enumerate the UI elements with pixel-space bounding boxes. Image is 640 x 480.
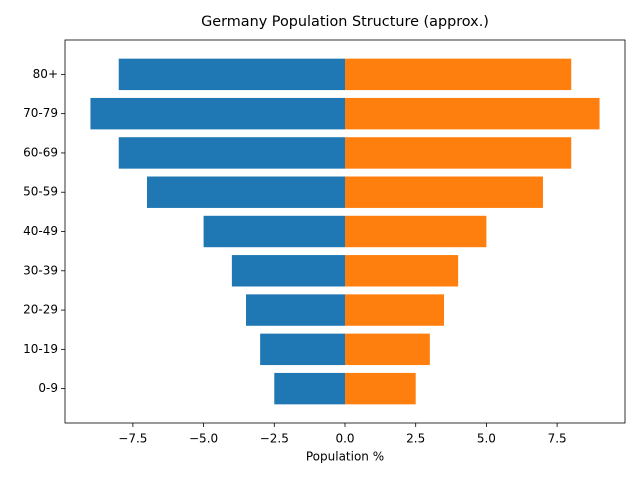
bar [260, 333, 345, 366]
bar [246, 294, 345, 326]
bar [345, 58, 572, 91]
y-tick-label: 40-49 [23, 224, 58, 238]
bar [203, 215, 345, 248]
chart-title: Germany Population Structure (approx.) [201, 14, 489, 30]
x-tick-label: 2.5 [406, 432, 425, 446]
y-tick-label: 50-59 [23, 185, 58, 199]
bar [345, 215, 487, 248]
bar [90, 97, 345, 130]
y-tick-label: 20-29 [23, 303, 58, 317]
x-tick-label: −7.5 [118, 432, 147, 446]
y-tick-label: 0-9 [38, 381, 58, 395]
y-tick-label: 80+ [33, 67, 58, 81]
x-tick-label: −2.5 [260, 432, 289, 446]
bar [345, 176, 543, 208]
bar [274, 372, 345, 405]
x-tick-label: −5.0 [189, 432, 218, 446]
y-tick-label: 10-19 [23, 342, 58, 356]
plot-area [90, 58, 600, 405]
y-tick-label: 70-79 [23, 106, 58, 120]
bar [147, 176, 345, 208]
bar [118, 58, 346, 91]
x-tick-label: 5.0 [477, 432, 496, 446]
bar [345, 294, 444, 326]
x-tick-label: 7.5 [548, 432, 567, 446]
x-tick-label: 0.0 [335, 432, 354, 446]
y-tick-label: 60-69 [23, 145, 58, 159]
bar [345, 372, 416, 405]
x-axis-label: Population % [306, 450, 384, 464]
bar [231, 255, 345, 287]
bar [118, 137, 346, 169]
bar [345, 255, 459, 287]
bar [345, 97, 600, 130]
bar [345, 137, 572, 169]
y-tick-label: 30-39 [23, 263, 58, 277]
bar [345, 333, 430, 366]
